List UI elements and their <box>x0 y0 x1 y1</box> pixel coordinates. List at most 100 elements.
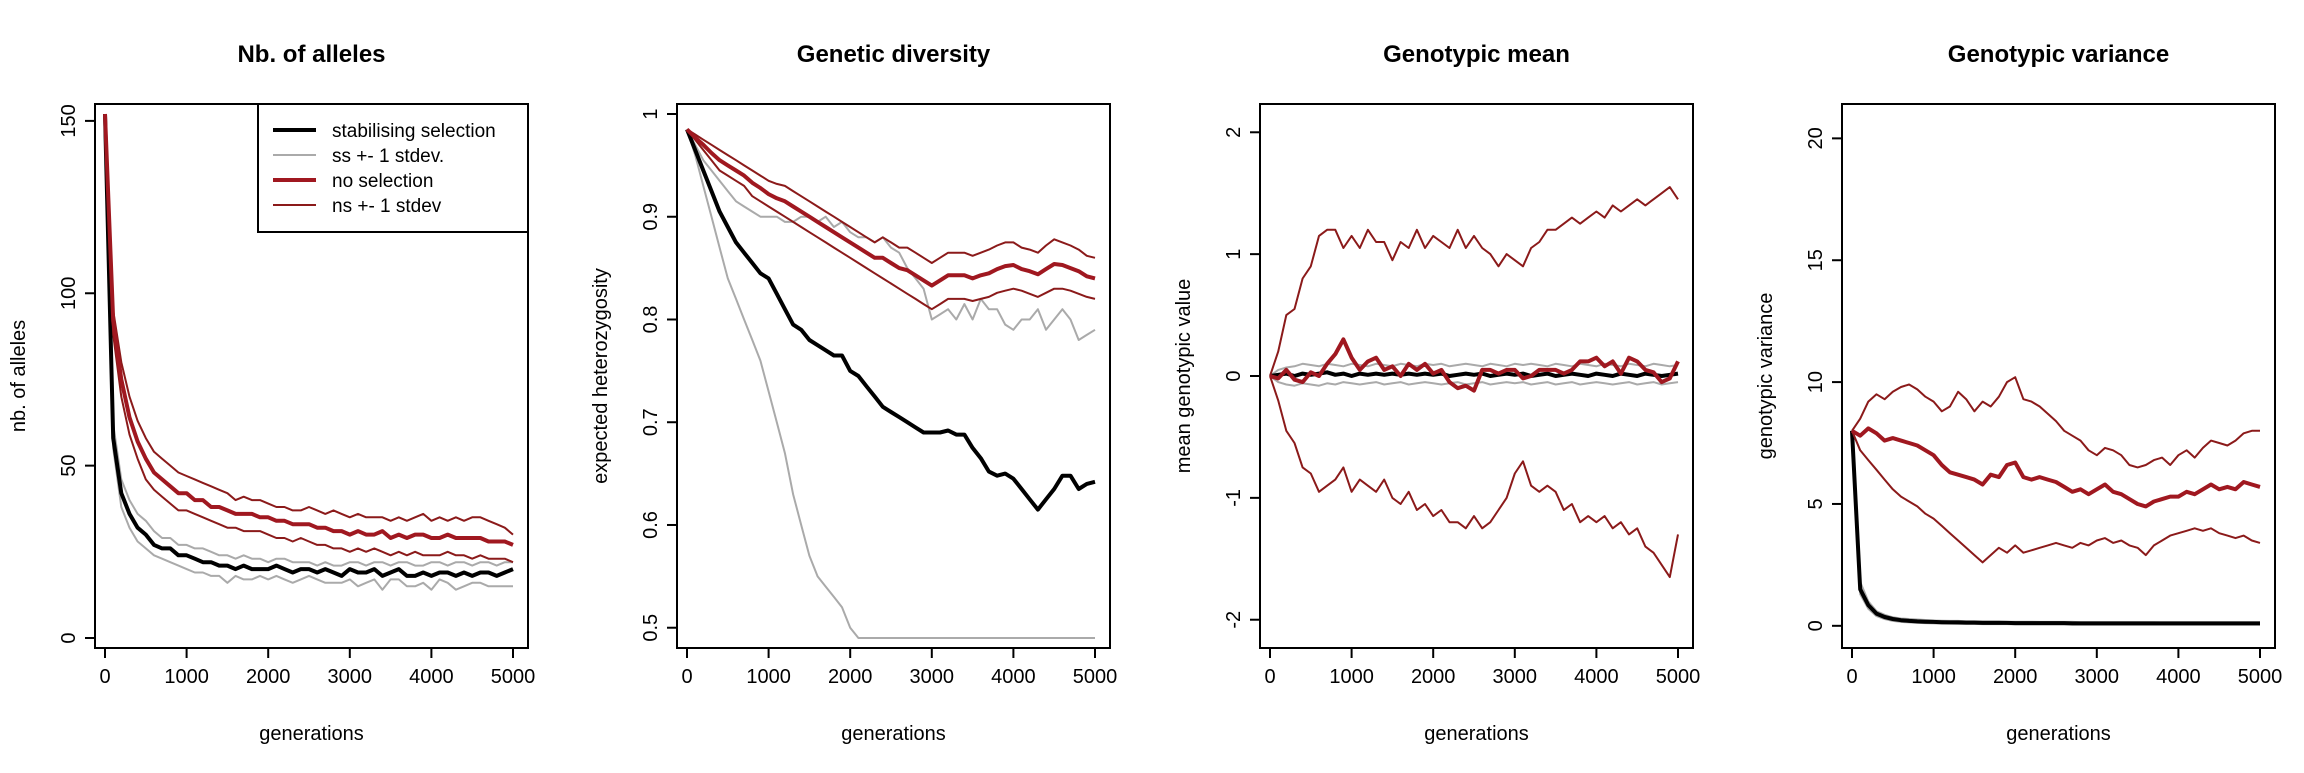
y-axis-label: nb. of alleles <box>8 320 30 432</box>
series-line-5 <box>1851 430 2261 564</box>
y-tick-label: 0.7 <box>640 408 662 436</box>
y-axis-label: mean genotypic value <box>1173 279 1195 474</box>
x-tick-label: 0 <box>681 666 692 688</box>
series-line-4 <box>686 128 1096 264</box>
y-axis: 0 50 100 150 nb. of alleles <box>8 104 96 644</box>
series-line-4 <box>1851 376 2260 469</box>
x-tick-label: 5000 <box>491 666 536 688</box>
x-tick-label: 4000 <box>2156 666 2201 688</box>
y-tick-label: 50 <box>58 455 80 477</box>
x-tick-label: 1000 <box>164 666 209 688</box>
legend-label: ns +- 1 stdev <box>332 196 442 217</box>
y-tick-label: 1 <box>640 108 662 119</box>
series-line-5 <box>1269 375 1679 579</box>
y-tick-label: 0.9 <box>640 203 662 231</box>
y-tick-label: 5 <box>1805 498 1827 509</box>
x-axis-label: generations <box>259 723 364 745</box>
chart-title: Genotypic mean <box>1383 41 1570 68</box>
x-tick-label: 3000 <box>2075 666 2120 688</box>
y-axis: 0 5 10 15 20 genotypic variance <box>1755 127 1843 631</box>
plot-frame <box>1841 103 2276 649</box>
y-axis-label: genotypic variance <box>1755 293 1777 460</box>
series-line-6 <box>103 113 514 547</box>
chart-title: Genetic diversity <box>797 41 991 68</box>
chart-title: Genotypic variance <box>1948 41 2169 68</box>
series-line-2 <box>1851 430 2260 626</box>
y-axis-label: expected heterozygosity <box>590 268 612 484</box>
x-tick-label: 0 <box>1264 666 1275 688</box>
series-line-1 <box>104 113 513 567</box>
series-group <box>103 113 514 591</box>
x-axis: 0 1000 2000 3000 4000 5000 generations <box>1264 647 1701 745</box>
x-tick-label: 3000 <box>328 666 373 688</box>
series-line-3 <box>685 128 1096 512</box>
legend-label: ss +- 1 stdev. <box>332 146 444 167</box>
series-line-5 <box>686 128 1096 311</box>
y-tick-label: 20 <box>1805 127 1827 149</box>
y-tick-label: 15 <box>1805 249 1827 271</box>
y-tick-label: -1 <box>1223 489 1245 507</box>
series-line-4 <box>1269 186 1679 377</box>
x-tick-label: 4000 <box>991 666 1036 688</box>
series-group <box>1850 376 2261 626</box>
legend: stabilising selection ss +- 1 stdev. no se… <box>257 103 529 233</box>
x-axis: 0 1000 2000 3000 4000 5000 generations <box>99 647 536 745</box>
x-tick-label: 4000 <box>1574 666 1619 688</box>
y-tick-label: 0.5 <box>640 614 662 642</box>
x-tick-label: 2000 <box>1993 666 2038 688</box>
x-axis-label: generations <box>841 723 946 745</box>
chart-panel-2: Genetic diversity 0 1000 2000 3000 4000 5000 ge… <box>590 41 1117 745</box>
x-axis: 0 1000 2000 3000 4000 5000 generations <box>681 647 1118 745</box>
y-tick-label: 0 <box>1223 370 1245 381</box>
y-tick-label: 1 <box>1223 249 1245 260</box>
y-axis: -2 -1 0 1 2 mean genotypic value <box>1173 127 1261 629</box>
x-axis: 0 1000 2000 3000 4000 5000 generations <box>1846 647 2283 745</box>
x-tick-label: 0 <box>1846 666 1857 688</box>
chart-title: Nb. of alleles <box>237 41 385 68</box>
x-tick-label: 5000 <box>1073 666 1118 688</box>
series-line-3 <box>103 113 514 578</box>
x-tick-label: 5000 <box>1656 666 1701 688</box>
chart-panel-3: Genotypic mean 0 1000 2000 3000 4000 5000 gener… <box>1173 41 1700 745</box>
series-line-1 <box>1851 430 2260 624</box>
x-tick-label: 3000 <box>1493 666 1538 688</box>
series-group <box>685 127 1096 639</box>
series-line-6 <box>1269 337 1680 393</box>
series-line-1 <box>686 128 1096 341</box>
chart-panel-4: Genotypic variance 0 1000 2000 3000 4000 5000 g… <box>1755 41 2282 745</box>
series-line-4 <box>104 113 514 536</box>
x-tick-label: 1000 <box>1911 666 1956 688</box>
y-tick-label: -2 <box>1223 611 1245 629</box>
x-tick-label: 0 <box>99 666 110 688</box>
series-line-3 <box>1269 370 1679 378</box>
series-line-6 <box>1850 426 2261 509</box>
y-tick-label: 0.8 <box>640 306 662 334</box>
x-tick-label: 2000 <box>246 666 291 688</box>
y-tick-label: 0 <box>58 632 80 643</box>
series-line-5 <box>104 113 514 564</box>
y-axis: 0.5 0.6 0.7 0.8 0.9 1 expected heterozygosity <box>590 108 678 642</box>
series-line-2 <box>686 129 1095 639</box>
x-axis-label: generations <box>2006 723 2111 745</box>
x-tick-label: 5000 <box>2238 666 2283 688</box>
x-tick-label: 2000 <box>1411 666 1456 688</box>
y-tick-label: 10 <box>1805 371 1827 393</box>
y-tick-label: 100 <box>58 277 80 310</box>
x-tick-label: 3000 <box>910 666 955 688</box>
y-tick-label: 2 <box>1223 127 1245 138</box>
legend-label: stabilising selection <box>332 121 496 142</box>
y-tick-label: 0.6 <box>640 511 662 539</box>
series-line-2 <box>1269 375 1679 387</box>
legend-label: no selection <box>332 171 433 192</box>
x-tick-label: 2000 <box>828 666 873 688</box>
x-axis-label: generations <box>1424 723 1529 745</box>
series-line-6 <box>685 127 1096 288</box>
x-tick-label: 4000 <box>409 666 454 688</box>
y-tick-label: 0 <box>1805 620 1827 631</box>
x-tick-label: 1000 <box>1329 666 1374 688</box>
series-line-3 <box>1850 430 2260 626</box>
series-group <box>1269 186 1680 579</box>
x-tick-label: 1000 <box>746 666 791 688</box>
